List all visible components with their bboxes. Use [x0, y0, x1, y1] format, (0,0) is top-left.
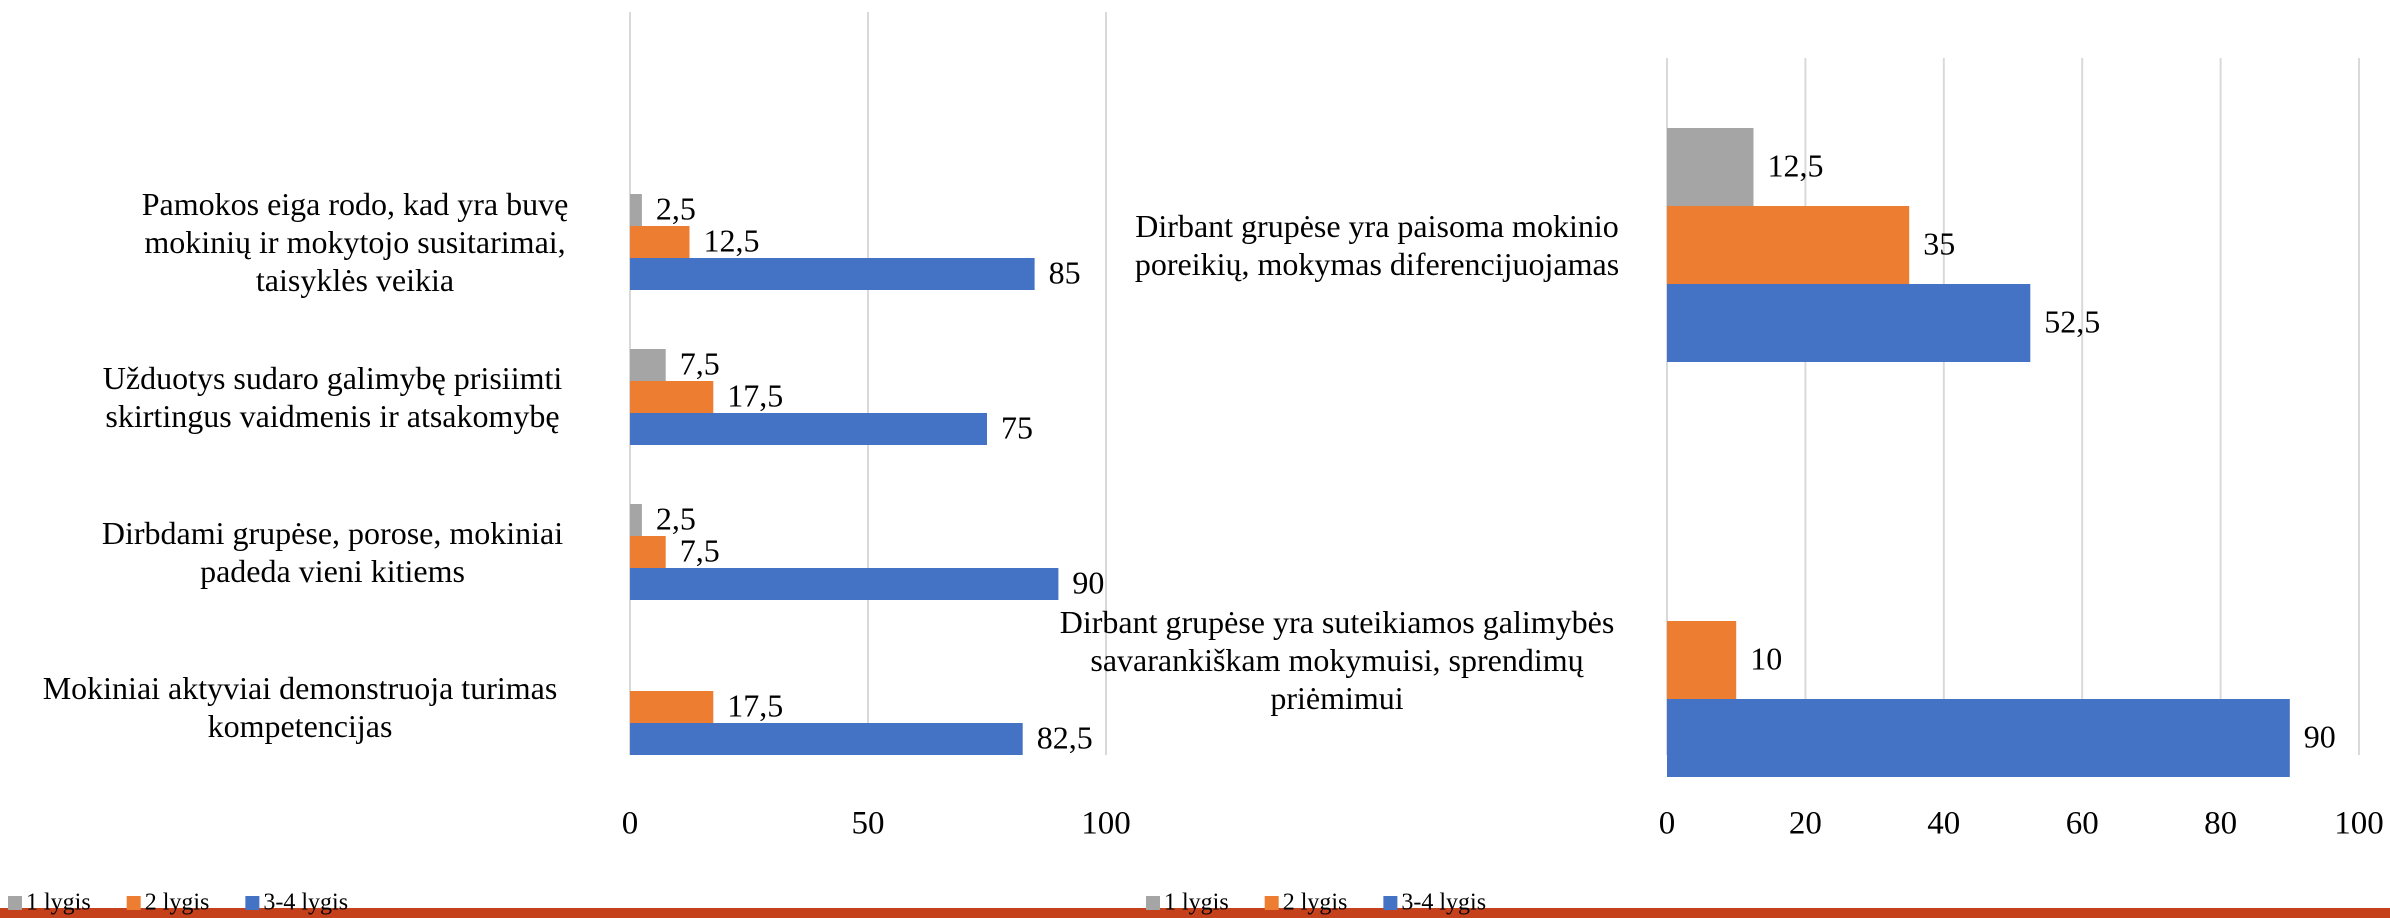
category-label: Mokiniai aktyviai demonstruoja turimas k…	[42, 670, 558, 744]
bar	[630, 723, 1023, 755]
legend-label: 3-4 lygis	[1401, 890, 1486, 916]
legend-swatch	[1146, 896, 1160, 910]
legend-label: 3-4 lygis	[263, 890, 348, 916]
bar	[630, 226, 690, 258]
bar	[630, 536, 666, 568]
category-label: Dirbant grupėse yra suteikiamos galimybė…	[1059, 604, 1615, 716]
value-label: 2,5	[656, 190, 696, 226]
value-label: 85	[1049, 254, 1081, 290]
legend-label: 2 lygis	[145, 890, 210, 916]
value-label: 90	[1072, 564, 1104, 600]
value-label: 35	[1923, 225, 1955, 261]
x-tick-label: 40	[1927, 806, 1960, 842]
value-label: 12,5	[1768, 147, 1824, 183]
legend-label: 1 lygis	[1164, 890, 1229, 916]
legend-swatch	[1264, 896, 1279, 910]
x-tick-label: 80	[2204, 806, 2237, 842]
bar	[1667, 699, 2290, 777]
bar	[630, 568, 1059, 600]
bar	[630, 258, 1035, 290]
legend-swatch	[245, 896, 260, 910]
x-tick-label: 0	[622, 806, 639, 842]
x-tick-label: 100	[2334, 806, 2384, 842]
category-label: Užduotys sudaro galimybę prisiimti skirt…	[102, 360, 563, 434]
legend-swatch	[126, 896, 141, 910]
value-label: 12,5	[704, 222, 760, 258]
value-label: 90	[2304, 718, 2336, 754]
bar	[630, 349, 666, 381]
category-label: Dirbdami grupėse, porose, mokiniai paded…	[101, 515, 564, 589]
bar	[630, 381, 714, 413]
bar	[630, 504, 642, 536]
value-label: 52,5	[2044, 303, 2100, 339]
category-label: Pamokos eiga rodo, kad yra buvę mokinių …	[141, 186, 569, 298]
bar	[1667, 206, 1910, 284]
x-tick-label: 20	[1789, 806, 1822, 842]
value-label: 75	[1001, 409, 1033, 445]
bar	[1667, 128, 1754, 206]
x-tick-label: 100	[1081, 806, 1131, 842]
value-label: 82,5	[1037, 719, 1093, 755]
bar	[630, 413, 987, 445]
legend-swatch	[8, 896, 22, 910]
value-label: 7,5	[680, 532, 720, 568]
value-label: 7,5	[680, 345, 720, 381]
value-label: 2,5	[656, 500, 696, 536]
value-label: 17,5	[727, 377, 783, 413]
legend-label: 1 lygis	[26, 890, 91, 916]
category-label: Dirbant grupėse yra paisoma mokinio pore…	[1134, 208, 1620, 282]
bar	[630, 194, 642, 226]
bar	[630, 691, 714, 723]
x-tick-label: 50	[852, 806, 885, 842]
value-label: 10	[1750, 640, 1782, 676]
x-tick-label: 60	[2066, 806, 2099, 842]
legend-swatch	[1383, 896, 1398, 910]
bottom-stripe	[0, 908, 2390, 918]
bar	[1667, 621, 1737, 699]
bar	[1667, 284, 2031, 362]
x-tick-label: 0	[1659, 806, 1676, 842]
value-label: 17,5	[727, 687, 783, 723]
legend-label: 2 lygis	[1283, 890, 1348, 916]
